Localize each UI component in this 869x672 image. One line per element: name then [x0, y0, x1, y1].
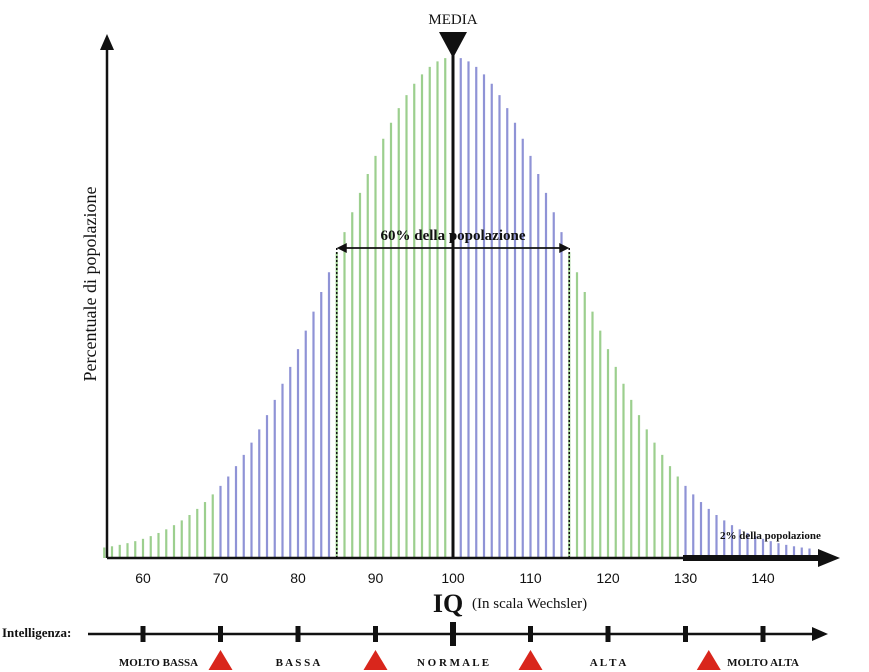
intelligence-category-label: MOLTO ALTA	[727, 657, 799, 669]
scale-tick	[295, 626, 301, 642]
y-axis-label: Percentuale di popolazione	[80, 187, 100, 382]
x-tick-label: 140	[751, 570, 775, 586]
mean-marker-triangle	[439, 32, 467, 58]
x-tick-label: 110	[519, 570, 542, 586]
intelligence-category-label: B A S S A	[276, 657, 321, 669]
scale-tick	[450, 622, 456, 646]
intelligence-scale-markers	[208, 650, 721, 670]
boundary-marker-triangle	[363, 650, 388, 670]
x-tick-label: 100	[441, 570, 465, 586]
x-tick-label: 130	[674, 570, 698, 586]
scale-tick	[683, 626, 688, 642]
x-tick-label: 60	[135, 570, 151, 586]
x-axis-label: IQ	[433, 589, 463, 618]
x-tick-label: 90	[368, 570, 384, 586]
scale-tick	[760, 626, 766, 642]
x-tick-label: 70	[213, 570, 229, 586]
x-tick-label: 120	[596, 570, 620, 586]
scale-tick	[218, 626, 223, 642]
boundary-marker-triangle	[518, 650, 543, 670]
range-arrowhead-right	[559, 243, 570, 253]
range-label: 60% della popolazione	[380, 228, 525, 244]
bars-group	[103, 57, 811, 558]
intelligence-scale-arrowhead	[812, 627, 828, 641]
intelligence-categories: MOLTO BASSA B A S S A N O R M A L E A L T A…	[119, 657, 799, 669]
intelligence-category-label: MOLTO BASSA	[119, 657, 198, 669]
range-arrowhead-left	[336, 243, 347, 253]
scale-tick	[528, 626, 533, 642]
intelligence-category-label: N O R M A L E	[417, 657, 489, 669]
x-tick-label: 80	[290, 570, 306, 586]
y-axis-arrowhead	[100, 34, 114, 50]
x-tick-labels: 60 70 80 90 100 110 120 130 140	[135, 570, 775, 586]
boundary-marker-triangle	[208, 650, 233, 670]
scale-tick	[373, 626, 378, 642]
x-axis-arrowhead	[818, 549, 840, 567]
scale-tick	[605, 626, 611, 642]
x-axis-label-note: (In scala Wechsler)	[472, 596, 587, 612]
intelligence-scale-ticks	[140, 622, 766, 646]
intelligence-scale-label: Intelligenza:	[2, 625, 71, 640]
tail-label: 2% della popolazione	[720, 530, 821, 542]
mean-label: MEDIA	[428, 12, 477, 28]
intelligence-category-label: A L T A	[590, 657, 627, 669]
boundary-marker-triangle	[696, 650, 721, 670]
scale-tick	[140, 626, 146, 642]
